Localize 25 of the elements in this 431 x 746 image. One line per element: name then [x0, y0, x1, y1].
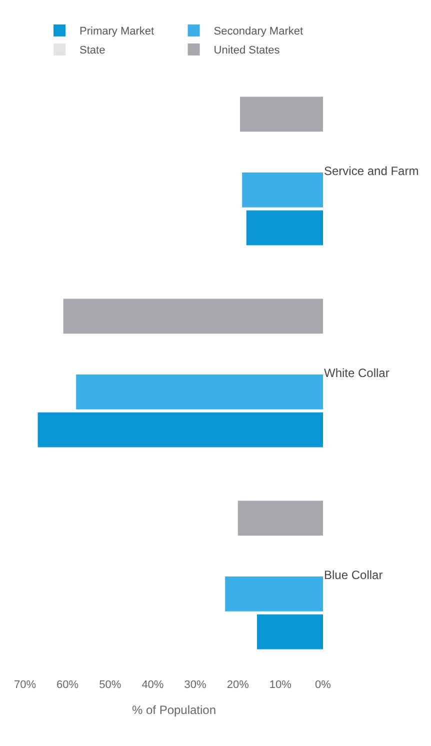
x-tick-label: 10% — [269, 679, 292, 691]
x-tick-label: 60% — [56, 679, 79, 691]
bar — [76, 374, 323, 410]
bar — [246, 210, 323, 246]
bar — [240, 96, 323, 132]
bar — [242, 172, 323, 208]
x-tick-label: 0% — [315, 679, 332, 691]
y-tick-label: White Collar — [324, 366, 390, 380]
legend-label: Secondary Market — [214, 26, 304, 38]
legend-label: State — [80, 44, 106, 57]
y-tick-label: Blue Collar — [324, 568, 383, 582]
bar — [225, 576, 323, 612]
legend-label: United States — [214, 44, 280, 57]
x-tick-label: 50% — [99, 679, 122, 691]
bar — [38, 412, 323, 448]
x-axis-title: % of Population — [132, 702, 216, 717]
x-tick-label: 70% — [14, 679, 36, 691]
y-tick-label: Service and Farm — [324, 164, 419, 178]
x-tick-label: 20% — [226, 679, 250, 691]
bar — [238, 500, 323, 536]
legend-label: Primary Market — [80, 26, 154, 38]
bar — [63, 298, 323, 334]
x-tick-label: 30% — [184, 679, 207, 691]
x-tick-label: 40% — [142, 679, 164, 691]
bar — [257, 614, 323, 650]
